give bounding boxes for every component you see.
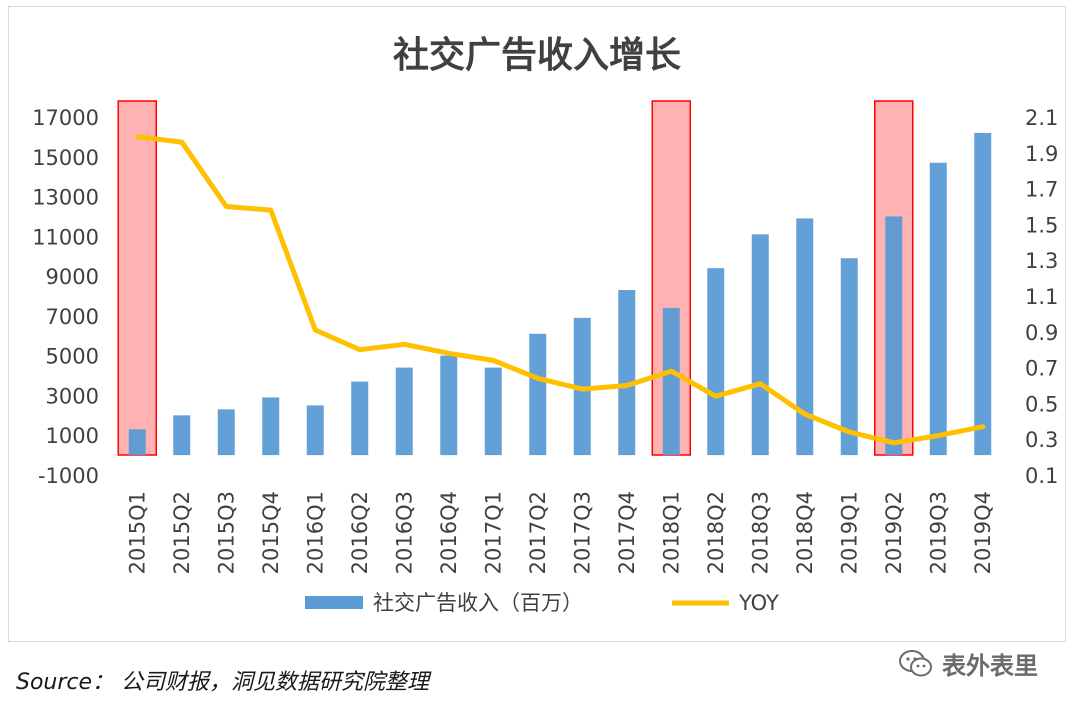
chart-title: 社交广告收入增长: [393, 34, 681, 76]
x-tick-label: 2016Q2: [348, 491, 372, 574]
bar-2018Q4: [796, 218, 814, 456]
bar-2015Q2: [173, 415, 191, 456]
x-tick-label: 2015Q4: [259, 491, 283, 574]
legend-bar-swatch: [305, 596, 363, 609]
wechat-icon: [899, 649, 932, 676]
highlight-box-2015Q1: [117, 100, 157, 456]
left-tick-label: -1000: [38, 464, 99, 488]
x-tick-label: 2016Q1: [303, 491, 327, 574]
bars-layer: [128, 132, 992, 456]
bar-2017Q2: [529, 333, 547, 456]
bar-2015Q1: [128, 429, 146, 456]
right-tick-label: 0.9: [1025, 321, 1058, 345]
left-tick-label: 1000: [46, 424, 99, 448]
x-axis: 2015Q1 2015Q2 2015Q3 2015Q4 2016Q1 2016Q2 2016…: [125, 491, 995, 574]
right-tick-label: 1.5: [1025, 213, 1058, 237]
yoy-line: [134, 134, 986, 446]
x-tick-label: 2019Q3: [926, 491, 950, 574]
chart-panel: 社交广告收入增长 -1000 1000 3000 5000 7000 9000 11000 1…: [8, 6, 1066, 642]
bar-2019Q4: [974, 132, 992, 456]
right-tick-label: 2.1: [1025, 106, 1058, 130]
x-tick-label: 2018Q2: [704, 491, 728, 574]
bar-2019Q2: [885, 216, 903, 456]
line-layer: [134, 134, 986, 446]
x-tick-label: 2016Q3: [392, 491, 416, 574]
x-tick-label: 2018Q1: [659, 491, 683, 574]
right-axis: 0.1 0.3 0.5 0.7 0.9 1.1 1.3 1.5 1.7 1.9 2.1: [1025, 106, 1058, 488]
x-tick-label: 2015Q2: [170, 491, 194, 574]
x-tick-label: 2015Q1: [125, 491, 149, 574]
right-tick-label: 0.1: [1025, 464, 1058, 488]
bar-2018Q3: [751, 234, 769, 456]
source-note: Source： 公司财报，洞见数据研究院整理: [16, 670, 430, 695]
bar-2016Q2: [351, 381, 369, 456]
left-tick-label: 9000: [46, 265, 99, 289]
bar-2015Q4: [262, 397, 280, 456]
right-tick-label: 0.7: [1025, 357, 1058, 381]
legend-line-label: YOY: [738, 591, 779, 615]
left-tick-label: 15000: [32, 146, 99, 170]
right-tick-label: 1.3: [1025, 249, 1058, 273]
x-tick-label: 2019Q2: [882, 491, 906, 574]
left-tick-label: 11000: [32, 225, 99, 249]
x-tick-label: 2015Q3: [214, 491, 238, 574]
x-tick-label: 2018Q4: [793, 491, 817, 574]
x-tick-label: 2016Q4: [437, 491, 461, 574]
bar-2017Q3: [573, 317, 591, 456]
bar-2015Q3: [217, 409, 235, 456]
chart-svg: 社交广告收入增长 -1000 1000 3000 5000 7000 9000 11000 1…: [32, 34, 1058, 615]
legend: 社交广告收入（百万） YOY: [305, 591, 779, 615]
watermark: 表外表里: [898, 646, 1038, 681]
left-axis: -1000 1000 3000 5000 7000 9000 11000 13000 15000…: [32, 106, 99, 488]
right-tick-label: 0.5: [1025, 392, 1058, 416]
x-tick-label: 2018Q3: [748, 491, 772, 574]
left-tick-label: 17000: [32, 106, 99, 130]
bar-2018Q2: [707, 268, 725, 456]
right-tick-label: 1.1: [1025, 285, 1058, 309]
bar-2019Q1: [840, 258, 858, 456]
bar-2017Q4: [618, 290, 636, 456]
bar-2019Q3: [929, 162, 947, 456]
left-tick-label: 7000: [46, 305, 99, 329]
x-tick-label: 2019Q1: [837, 491, 861, 574]
x-tick-label: 2017Q1: [481, 491, 505, 574]
bar-2016Q4: [440, 355, 458, 456]
x-tick-label: 2017Q4: [615, 491, 639, 574]
right-tick-label: 1.7: [1025, 178, 1058, 202]
x-tick-label: 2019Q4: [971, 491, 995, 574]
right-tick-label: 1.9: [1025, 142, 1058, 166]
highlight-layer: [117, 100, 914, 456]
watermark-text: 表外表里: [942, 652, 1038, 680]
left-tick-label: 13000: [32, 186, 99, 210]
bar-2017Q1: [484, 367, 502, 456]
right-tick-label: 0.3: [1025, 428, 1058, 452]
legend-bar-label: 社交广告收入（百万）: [373, 591, 583, 615]
x-tick-label: 2017Q2: [526, 491, 550, 574]
bar-2016Q1: [306, 405, 324, 456]
x-tick-label: 2017Q3: [570, 491, 594, 574]
bar-2018Q1: [662, 307, 680, 456]
left-tick-label: 5000: [46, 345, 99, 369]
bar-2016Q3: [395, 367, 413, 456]
left-tick-label: 3000: [46, 384, 99, 408]
